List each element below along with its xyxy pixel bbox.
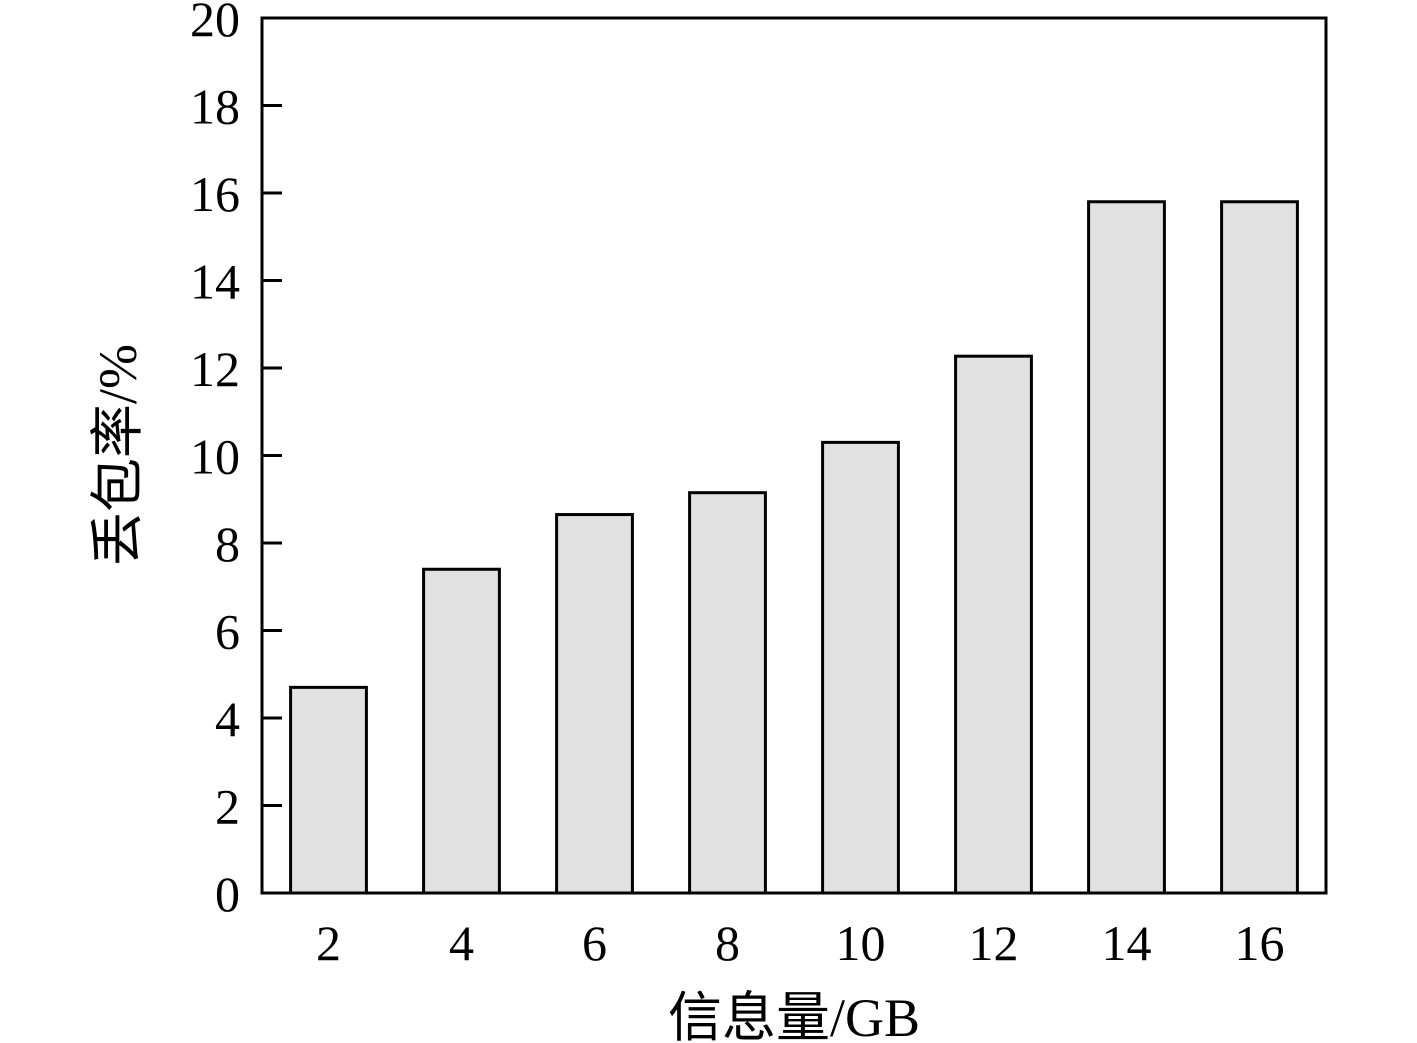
- bar-4: [422, 567, 501, 895]
- x-tick-label: 4: [449, 915, 474, 971]
- bars: [289, 200, 1299, 895]
- x-tick-label: 16: [1235, 915, 1285, 971]
- y-tick-label: 18: [190, 79, 240, 135]
- bar-14: [1087, 200, 1166, 895]
- y-tick-label: 4: [215, 691, 240, 747]
- x-tick-label: 6: [582, 915, 607, 971]
- x-tick-label: 2: [316, 915, 341, 971]
- y-tick-label: 12: [190, 341, 240, 397]
- y-axis-ticks: 0 2 4 6 8 10 12 14 16 18 20: [190, 0, 282, 922]
- y-tick-label: 6: [215, 604, 240, 660]
- bar-16: [1220, 200, 1299, 895]
- bar-6: [555, 513, 634, 895]
- x-axis-label: 信息量/GB: [668, 988, 920, 1043]
- y-axis-label: 丢包率/%: [88, 344, 148, 566]
- bar-8: [688, 491, 767, 895]
- bar-12: [954, 354, 1033, 895]
- x-tick-label: 14: [1102, 915, 1152, 971]
- y-tick-label: 20: [190, 0, 240, 47]
- y-tick-label: 14: [190, 254, 240, 310]
- x-axis-tick-labels: 2 4 6 8 10 12 14 16: [316, 915, 1285, 971]
- y-tick-label: 2: [215, 779, 240, 835]
- bar-2: [289, 685, 368, 895]
- y-tick-label: 8: [215, 516, 240, 572]
- y-tick-label: 10: [190, 429, 240, 485]
- plot-frame: [260, 16, 1328, 895]
- y-tick-label: 0: [215, 866, 240, 922]
- x-tick-label: 12: [969, 915, 1019, 971]
- y-tick-label: 16: [190, 166, 240, 222]
- bar-10: [821, 440, 900, 895]
- x-tick-label: 8: [715, 915, 740, 971]
- x-tick-label: 10: [836, 915, 886, 971]
